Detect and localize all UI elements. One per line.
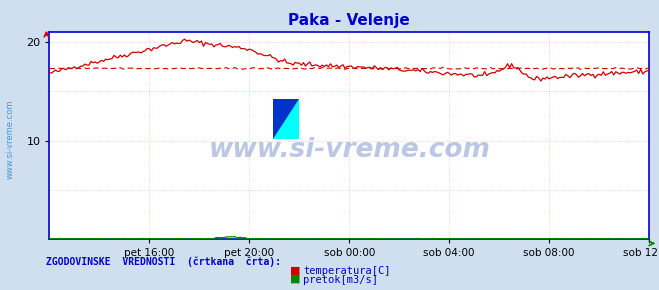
Text: ZGODOVINSKE  VREDNOSTI  (črtkana  črta):: ZGODOVINSKE VREDNOSTI (črtkana črta):: [46, 257, 281, 267]
Text: ■: ■: [290, 265, 301, 275]
Text: pretok[m3/s]: pretok[m3/s]: [303, 275, 378, 285]
Text: www.si-vreme.com: www.si-vreme.com: [5, 99, 14, 179]
Title: Paka - Velenje: Paka - Velenje: [289, 13, 410, 28]
Text: temperatura[C]: temperatura[C]: [303, 266, 391, 276]
Polygon shape: [273, 99, 299, 139]
Text: ■: ■: [290, 274, 301, 284]
Polygon shape: [273, 99, 299, 139]
Polygon shape: [273, 99, 299, 139]
Text: www.si-vreme.com: www.si-vreme.com: [208, 137, 490, 163]
